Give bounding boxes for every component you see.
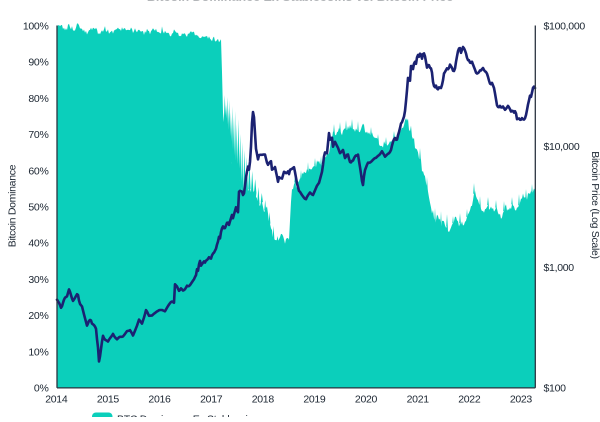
svg-text:Bitcoin Dominance Ex Stablecoi: Bitcoin Dominance Ex Stablecoins vs. Bit… [147, 0, 453, 4]
svg-text:2015: 2015 [97, 394, 120, 406]
svg-text:2019: 2019 [303, 394, 326, 406]
svg-text:$100,000: $100,000 [544, 20, 586, 32]
svg-text:Bitcoin Dominance: Bitcoin Dominance [7, 164, 19, 247]
svg-text:2014: 2014 [45, 394, 68, 406]
svg-text:70%: 70% [28, 129, 48, 141]
svg-text:2023: 2023 [510, 394, 533, 406]
svg-text:$1,000: $1,000 [544, 262, 575, 274]
svg-text:$10,000: $10,000 [544, 141, 580, 153]
svg-text:2016: 2016 [148, 394, 171, 406]
svg-text:2017: 2017 [200, 394, 223, 406]
svg-text:20%: 20% [28, 310, 48, 322]
svg-text:100%: 100% [23, 20, 49, 32]
svg-text:0%: 0% [34, 383, 49, 395]
svg-text:80%: 80% [28, 93, 48, 105]
svg-text:2022: 2022 [458, 394, 481, 406]
svg-text:10%: 10% [28, 347, 48, 359]
svg-text:30%: 30% [28, 274, 48, 286]
svg-text:40%: 40% [28, 238, 48, 250]
svg-text:BTC Dominance Ex Stablecoins: BTC Dominance Ex Stablecoins [117, 414, 258, 418]
svg-text:2020: 2020 [355, 394, 378, 406]
svg-text:$100: $100 [544, 383, 567, 395]
svg-text:50%: 50% [28, 202, 48, 214]
svg-text:2018: 2018 [252, 394, 275, 406]
svg-text:90%: 90% [28, 57, 48, 69]
svg-text:Bitcoin Price (Log Scale): Bitcoin Price (Log Scale) [589, 151, 600, 258]
svg-text:60%: 60% [28, 165, 48, 177]
svg-text:2021: 2021 [407, 394, 430, 406]
